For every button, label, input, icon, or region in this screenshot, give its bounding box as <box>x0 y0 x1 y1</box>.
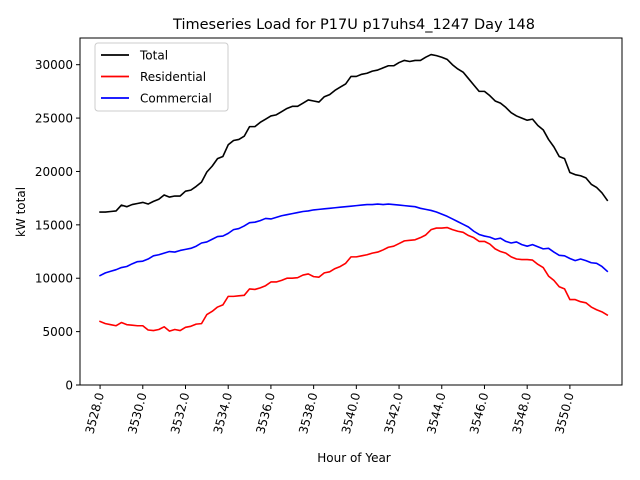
y-tick-label: 20000 <box>35 165 73 179</box>
y-axis-label: kW total <box>14 187 28 237</box>
series-line-commercial <box>98 203 609 277</box>
series-line-residential <box>99 226 609 332</box>
series-layer <box>98 53 609 332</box>
legend: Total Residential Commercial <box>94 42 229 112</box>
series-line-total <box>99 53 609 213</box>
y-tick-label: 5000 <box>42 325 73 339</box>
y-axis-ticks: 0 5000 10000 15000 20000 25000 30000 <box>35 58 80 393</box>
chart-title: Timeseries Load for P17U p17uhs4_1247 Da… <box>172 17 535 33</box>
legend-label-residential: Residential <box>140 70 206 84</box>
y-tick-label: 25000 <box>35 112 73 126</box>
legend-label-total: Total <box>139 49 168 63</box>
legend-label-commercial: Commercial <box>140 92 212 106</box>
y-tick-label: 15000 <box>35 218 73 232</box>
y-tick-label: 0 <box>65 379 73 393</box>
x-axis-label: Hour of Year <box>317 451 391 465</box>
y-tick-label: 10000 <box>35 272 73 286</box>
legend-box <box>94 42 229 112</box>
y-tick-label: 30000 <box>35 58 73 72</box>
plot-area-frame <box>79 37 623 386</box>
